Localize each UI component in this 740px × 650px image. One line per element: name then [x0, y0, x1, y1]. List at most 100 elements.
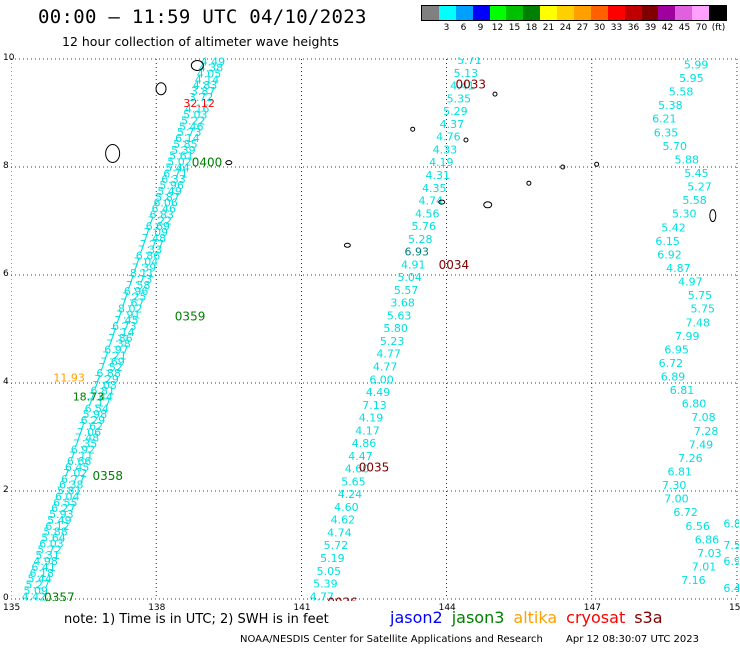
track-value: 7.48 — [75, 432, 100, 445]
track-value: 7.45 — [114, 314, 139, 327]
legend-tick-label: 21 — [542, 23, 555, 33]
track-value: 6.38 — [59, 479, 84, 492]
track-value: 6.00 — [369, 373, 394, 386]
pass-time-label: 0033 — [456, 77, 487, 91]
track-value: 5.02 — [167, 156, 192, 169]
map-plot-area: 4.42 5.09 5.27 5.44 6.18 6.41 4.98 5.31 5.72 6.03… — [11, 57, 739, 601]
track-value: 7.52 — [98, 361, 123, 374]
track-value: 4.77 — [376, 348, 401, 361]
legend-tick-label: 24 — [559, 23, 572, 33]
highlight-value: 18.73 — [73, 391, 105, 404]
island-outline — [155, 82, 167, 96]
track-value: 4.16 — [185, 103, 210, 116]
track-value: 7.26 — [678, 452, 703, 465]
track-value: 7.17 — [87, 396, 112, 409]
track-value: 5.49 — [157, 185, 182, 198]
track-value: 6.8 — [723, 517, 739, 530]
lat-tick-label: 4 — [3, 377, 9, 387]
map-svg: 4.425.095.275.446.186.414.985.315.726.03… — [11, 57, 739, 601]
map-title: 00:00 – 11:59 UTC 04/10/2023 — [38, 6, 367, 28]
pass-time-label: 0035 — [359, 461, 390, 475]
track-value: 4.49 — [366, 386, 391, 399]
track-value: 5.39 — [313, 578, 338, 591]
lat-tick-label: 10 — [3, 53, 15, 63]
pass-time-label: 0357 — [44, 590, 75, 601]
track-value: 7.39 — [132, 261, 157, 274]
island-outline — [492, 91, 498, 97]
legend-swatch-13 — [641, 6, 659, 20]
track-value: 6.18 — [29, 567, 54, 580]
track-value: 6.06 — [153, 197, 178, 210]
track-value: 7.58 — [126, 279, 151, 292]
legend-swatch-1 — [438, 6, 456, 20]
track-value: 5.04 — [397, 271, 422, 284]
legend-swatch-12 — [624, 6, 642, 20]
island-outline — [225, 160, 233, 166]
legend-unit-label: (ft) — [711, 23, 726, 33]
track-value: 7.08 — [691, 411, 716, 424]
highlight-value: 11.93 — [53, 372, 85, 385]
track-value: 5.22 — [181, 114, 206, 127]
pass-time-label: 0359 — [175, 310, 206, 324]
track-value: 6.35 — [654, 126, 679, 139]
track-value: 7.44 — [88, 391, 113, 404]
track-value: 4.35 — [422, 182, 447, 195]
track-value: 4.42 — [22, 590, 47, 601]
track-value: 5.57 — [394, 284, 419, 297]
track-value: 6.9 — [723, 555, 739, 568]
track-value: 6.86 — [136, 250, 161, 263]
track-value: 8.02 — [118, 302, 143, 315]
track-value: 4.74 — [327, 526, 352, 539]
track-value: 6.77 — [61, 473, 86, 486]
track-value: 6.81 — [668, 466, 693, 479]
lon-tick-label: 138 — [148, 603, 166, 613]
track-value: 7.67 — [120, 297, 145, 310]
track-value: 5.70 — [663, 140, 688, 153]
track-value: 5.42 — [661, 221, 686, 234]
track-value: 6.72 — [673, 506, 698, 519]
legend-swatch-10 — [590, 6, 608, 20]
track-value: 5.58 — [682, 194, 707, 207]
island-outline — [438, 199, 446, 205]
track-value: 4.77 — [373, 360, 398, 373]
track-value: 5.63 — [387, 309, 412, 322]
track-value: 4.19 — [359, 412, 384, 425]
track-value: 5.71 — [457, 57, 482, 67]
track-value: 6.92 — [657, 248, 682, 261]
track-value: 6.89 — [661, 371, 686, 384]
color-scale-legend: 3 6 9 12 15 18 21 24 27 30 33 36 39 42 45 70 (ft) — [421, 5, 727, 35]
lat-tick-label: 8 — [3, 161, 9, 171]
track-value: 5.75 — [688, 289, 713, 302]
track-value: 4.41 — [450, 80, 475, 93]
legend-swatch-16 — [692, 6, 710, 20]
pass-time-label: 0034 — [439, 258, 470, 272]
legend-swatch-14 — [658, 6, 676, 20]
satellite-cryosat: cryosat — [566, 608, 626, 627]
track-value: 7.91 — [116, 308, 141, 321]
track-value: 3.87 — [191, 85, 216, 98]
lon-tick-label: 150 — [729, 603, 740, 613]
track-value: 7.03 — [697, 547, 722, 560]
track-value: 7.06 — [77, 426, 102, 439]
track-value: 5.81 — [57, 485, 82, 498]
track-value: 7.16 — [681, 574, 706, 587]
track-value: 5.76 — [411, 220, 436, 233]
track-value: 4.91 — [401, 258, 426, 271]
track-value: 6.12 — [45, 520, 70, 533]
track-value: 4.33 — [433, 143, 458, 156]
pass-time-label: 0400 — [192, 156, 223, 170]
track-value: 5.61 — [169, 150, 194, 163]
track-value: 4.56 — [415, 207, 440, 220]
track-value: 4.77 — [310, 590, 335, 601]
legend-swatch-17 — [709, 6, 727, 20]
legend-tick-label: 9 — [477, 23, 484, 33]
pass-time-label: 0358 — [93, 469, 124, 483]
satellite-s3a: s3a — [634, 608, 663, 627]
track-value: 7.48 — [142, 232, 167, 245]
track-value: 6.46 — [151, 203, 176, 216]
track-value: 7.5 — [723, 539, 739, 552]
track-value: 7.48 — [685, 316, 710, 329]
track-value: 5.58 — [669, 86, 694, 99]
legend-tick-label: 39 — [644, 23, 657, 33]
track-value: 7.86 — [108, 332, 133, 345]
